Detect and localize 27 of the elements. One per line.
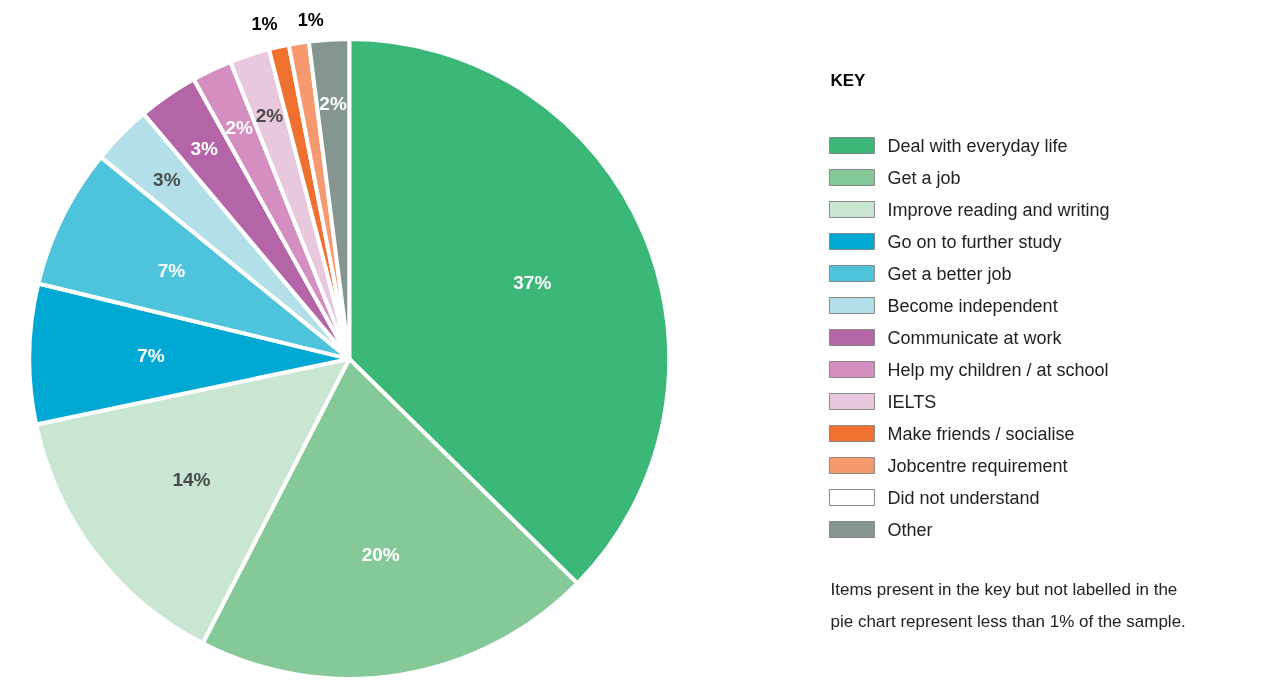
legend-label: Jobcentre requirement [887, 455, 1068, 476]
data-label: 1% [297, 10, 324, 31]
data-label: 14% [172, 468, 211, 490]
legend-label: Get a better job [887, 263, 1012, 284]
legend-label: IELTS [887, 391, 937, 412]
legend-label: Other [887, 519, 933, 540]
data-label: 37% [513, 271, 552, 293]
legend-label: Go on to further study [887, 231, 1062, 252]
legend-label: Get a job [887, 167, 961, 188]
data-label: 7% [137, 345, 165, 367]
legend-label: Communicate at work [887, 327, 1063, 348]
data-label: 7% [157, 260, 186, 282]
legend-label: Did not understand [887, 487, 1040, 508]
text: Items present in the key but not labelled in the pie chart represent less than 1% of the sample. [830, 580, 1186, 631]
data-label: 20% [361, 544, 400, 566]
data-label: 1% [251, 14, 278, 35]
legend-label: Deal with everyday life [887, 135, 1068, 156]
data-label: 3% [190, 137, 218, 159]
legend-title: KEY [830, 71, 867, 90]
legend-label: Make friends / socialise [887, 423, 1075, 444]
legend-label: Become independent [887, 295, 1058, 316]
legend-label: Improve reading and writing [887, 199, 1110, 220]
data-label: 2% [225, 117, 254, 139]
legend-label: Help my children / at school [887, 359, 1109, 380]
data-label: 2% [255, 105, 284, 127]
data-label: 2% [319, 92, 347, 114]
data-label: 3% [153, 168, 181, 190]
